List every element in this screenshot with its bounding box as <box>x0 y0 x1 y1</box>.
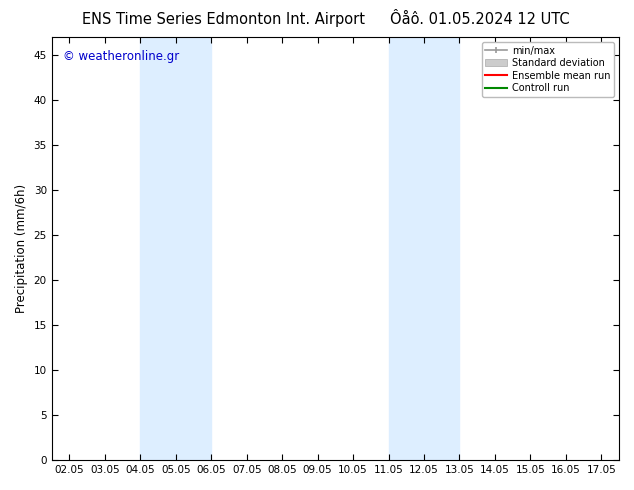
Y-axis label: Precipitation (mm/6h): Precipitation (mm/6h) <box>15 184 28 313</box>
Bar <box>389 37 460 460</box>
Bar <box>140 37 211 460</box>
Text: Ôåô. 01.05.2024 12 UTC: Ôåô. 01.05.2024 12 UTC <box>390 12 569 27</box>
Text: ENS Time Series Edmonton Int. Airport: ENS Time Series Edmonton Int. Airport <box>82 12 365 27</box>
Legend: min/max, Standard deviation, Ensemble mean run, Controll run: min/max, Standard deviation, Ensemble me… <box>482 42 614 97</box>
Text: © weatheronline.gr: © weatheronline.gr <box>63 50 179 63</box>
